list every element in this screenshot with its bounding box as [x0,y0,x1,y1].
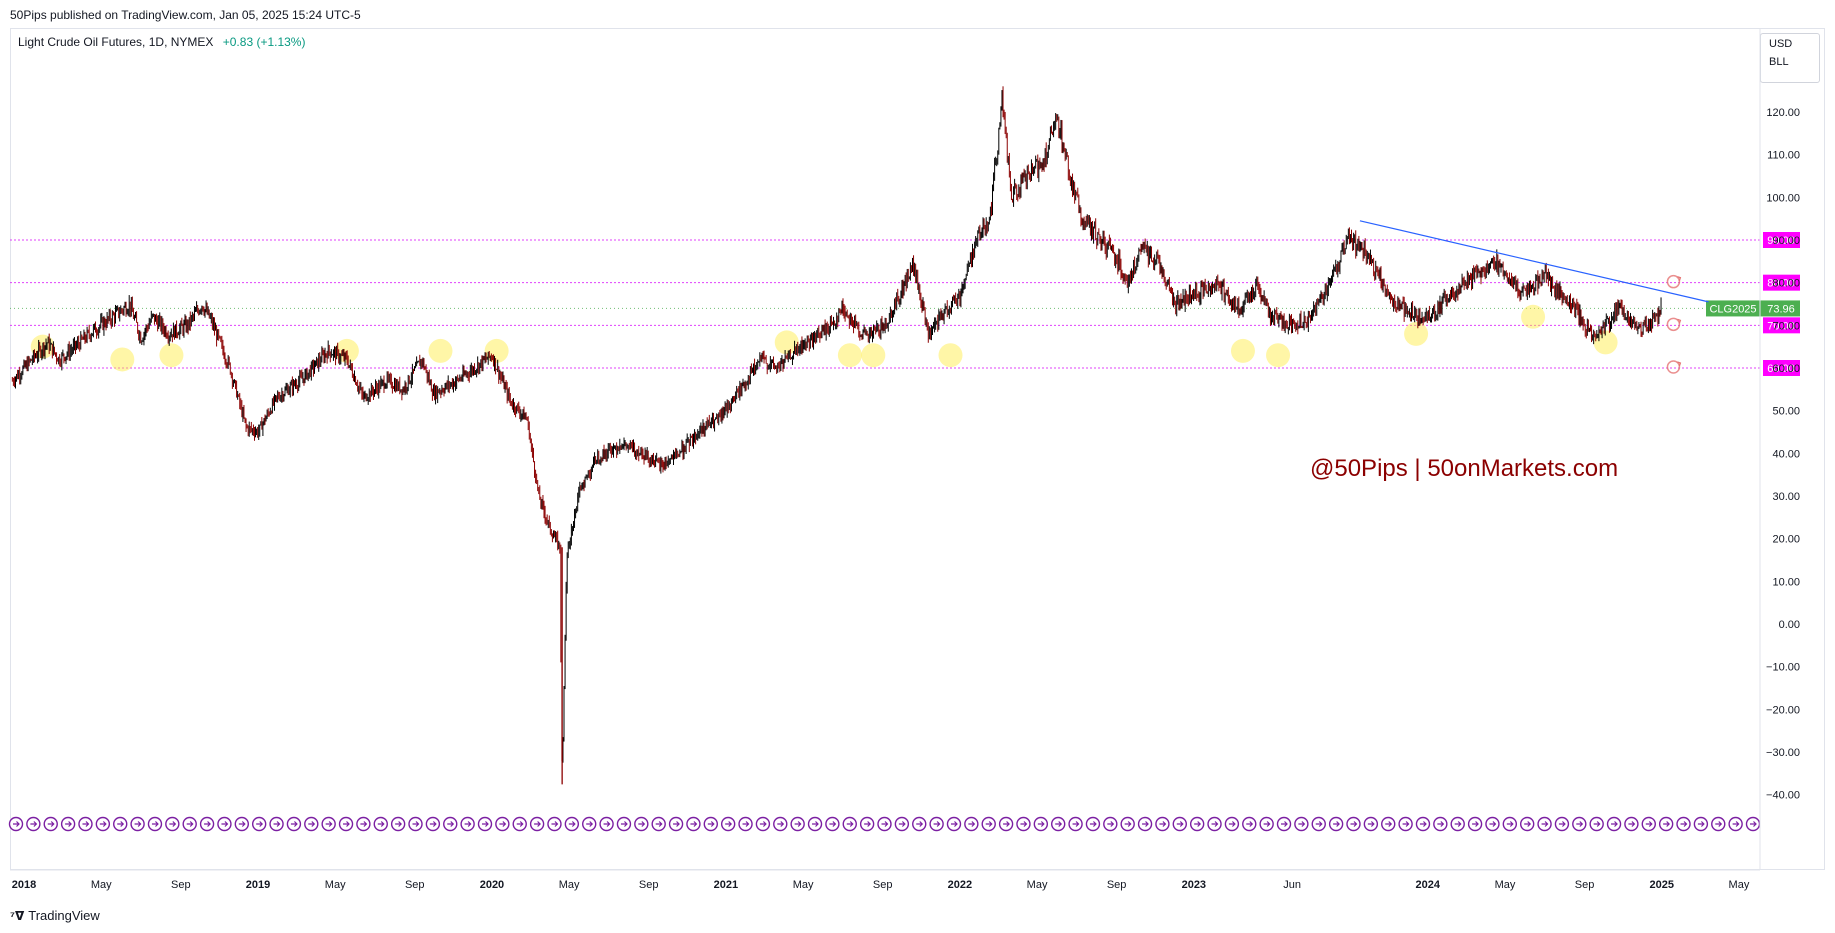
x-tick-label: May [1027,879,1048,891]
x-tick-label: Sep [873,879,893,891]
x-tick-label: 2024 [1416,879,1441,891]
x-tick-label: 2023 [1182,879,1206,891]
x-tick-label: May [1729,879,1750,891]
footer: ⁷ᐁ TradingView [10,908,100,923]
symbol-legend[interactable]: Light Crude Oil Futures, 1D, NYMEX +0.83… [18,35,305,49]
x-tick-label: May [793,879,814,891]
currency-unit-button[interactable]: USD BLL [1760,33,1820,83]
x-tick-label: Jun [1283,879,1301,891]
x-tick-label: Sep [1107,879,1127,891]
x-tick-label: Sep [171,879,191,891]
symbol-name: Light Crude Oil Futures, 1D, NYMEX [18,35,214,49]
unit-label: BLL [1769,56,1789,68]
x-tick-label: 2025 [1649,879,1673,891]
header-bar: 50Pips published on TradingView.com, Jan… [0,0,1835,28]
x-tick-label: 2022 [948,879,972,891]
symbol-change: +0.83 (+1.13%) [222,35,306,49]
x-tick-label: May [559,879,580,891]
currency-label: USD [1769,38,1793,50]
x-tick-label: 2020 [480,879,504,891]
chart-frame[interactable] [10,28,1825,870]
x-tick-label: 2021 [714,879,738,891]
x-tick-label: May [91,879,112,891]
published-text: 50Pips published on TradingView.com, Jan… [10,8,361,22]
x-tick-label: May [1495,879,1516,891]
tradingview-logo-icon: ⁷ᐁ [10,908,25,923]
x-tick-label: 2019 [246,879,270,891]
x-tick-label: 2018 [12,879,36,891]
x-tick-label: May [325,879,346,891]
x-tick-label: Sep [405,879,425,891]
x-tick-label: Sep [639,879,659,891]
footer-brand: TradingView [28,908,100,923]
x-tick-label: Sep [1575,879,1595,891]
